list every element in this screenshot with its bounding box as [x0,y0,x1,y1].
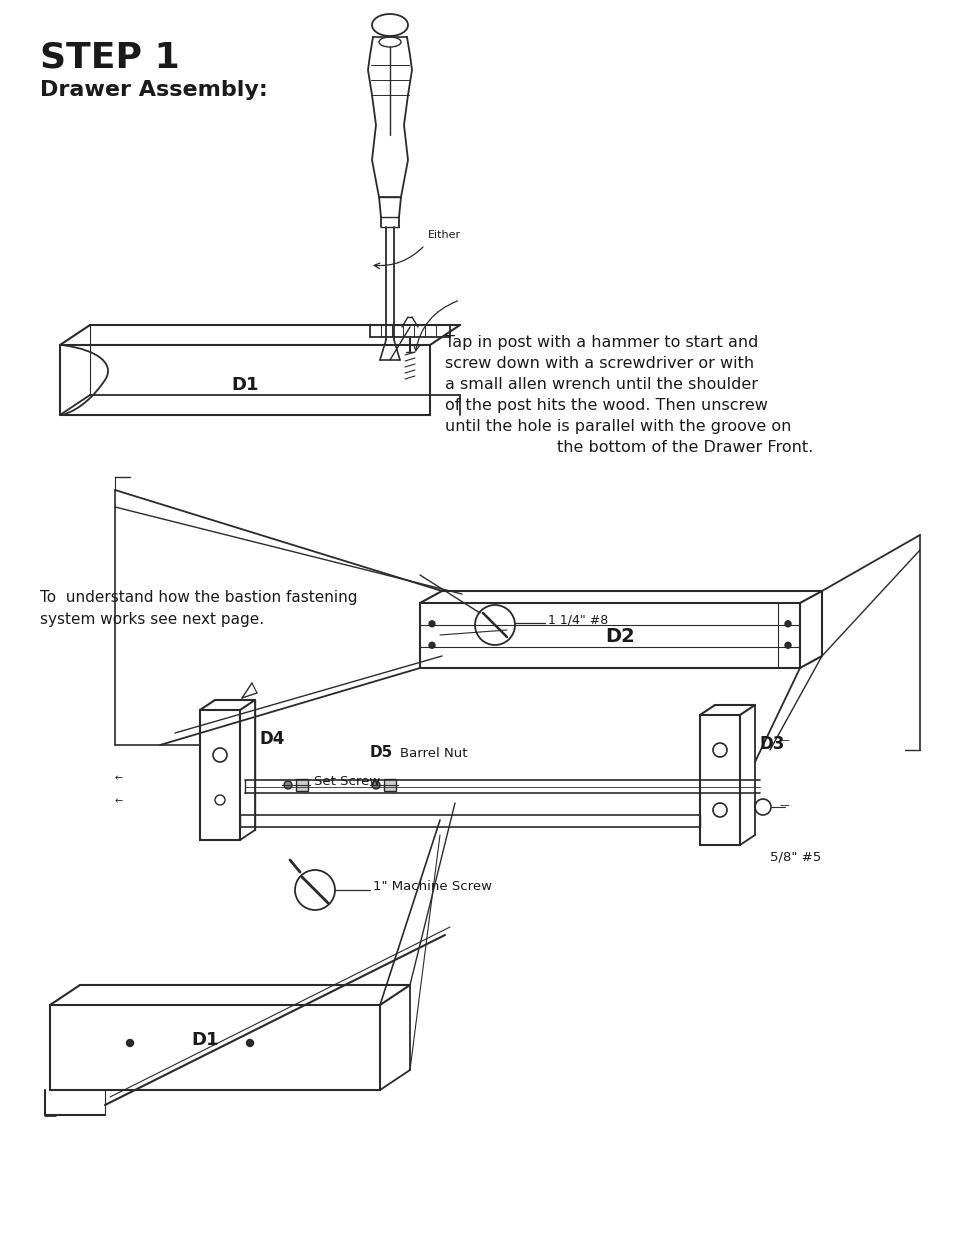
Text: 1" Machine Screw: 1" Machine Screw [373,879,492,893]
Circle shape [214,795,225,805]
Circle shape [712,803,726,818]
Text: D1: D1 [231,375,258,394]
Circle shape [754,799,770,815]
Circle shape [784,642,790,648]
Text: 1 1/4" #8: 1 1/4" #8 [547,614,608,626]
Text: of the post hits the wood. Then unscrew: of the post hits the wood. Then unscrew [444,398,767,412]
Text: D3: D3 [760,735,784,753]
Circle shape [712,743,726,757]
Circle shape [127,1040,133,1046]
Circle shape [246,1040,253,1046]
Text: system works see next page.: system works see next page. [40,613,264,627]
Bar [419,603,800,668]
Text: —: — [780,735,789,745]
Ellipse shape [372,14,408,36]
Text: D1: D1 [191,1031,218,1049]
Text: D5: D5 [370,745,393,760]
Text: ←: ← [115,773,123,783]
Text: the bottom of the Drawer Front.: the bottom of the Drawer Front. [557,440,812,454]
Text: Tap in post with a hammer to start and: Tap in post with a hammer to start and [444,335,758,350]
Circle shape [294,869,335,910]
Text: Drawer Assembly:: Drawer Assembly: [40,80,268,100]
Text: D2: D2 [604,626,634,646]
Circle shape [213,748,227,762]
Circle shape [429,642,435,648]
Text: ←: ← [115,797,123,806]
Bar [384,779,395,790]
Text: Barrel Nut: Barrel Nut [399,747,467,760]
Text: screw down with a screwdriver or with: screw down with a screwdriver or with [444,356,753,370]
Circle shape [284,781,292,789]
Bar [200,710,240,840]
Text: Either: Either [428,230,460,240]
Ellipse shape [378,37,400,47]
Text: 5/8" #5: 5/8" #5 [769,850,821,863]
Text: until the hole is parallel with the groove on: until the hole is parallel with the groo… [444,419,791,433]
Circle shape [429,621,435,627]
Text: To  understand how the bastion fastening: To understand how the bastion fastening [40,590,357,605]
Bar [370,325,450,337]
Circle shape [475,605,515,645]
Circle shape [372,781,379,789]
Circle shape [784,621,790,627]
Bar [700,715,740,845]
Text: a small allen wrench until the shoulder: a small allen wrench until the shoulder [444,377,758,391]
Text: Set Screw: Set Screw [314,774,380,788]
Text: —: — [780,800,789,810]
Text: STEP 1: STEP 1 [40,40,179,74]
Bar [50,1005,379,1091]
Bar [295,779,308,790]
Text: D4: D4 [260,730,285,748]
